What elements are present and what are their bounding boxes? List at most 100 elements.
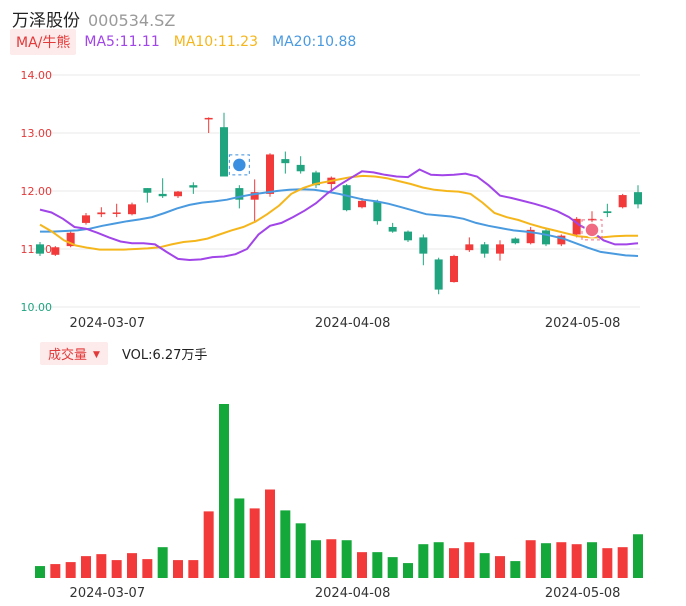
volume-legend: 成交量 ▼ VOL:6.27万手 (40, 342, 207, 365)
ma20-line (40, 188, 639, 257)
volume-bar (357, 552, 367, 578)
stock-title: 万泽股份 000534.SZ (12, 6, 175, 31)
ma5-line (39, 168, 639, 262)
candle-body (112, 212, 121, 214)
candle-body (572, 218, 581, 235)
volume-bar (479, 553, 490, 578)
candle-body (158, 193, 167, 197)
ma-legend: MA/牛熊 MA5:11.11 MA10:11.23 MA20:10.88 (10, 29, 370, 55)
candle-body (419, 237, 428, 254)
candle-body (557, 235, 566, 245)
x-tick-label: 2024-03-07 (70, 316, 146, 331)
candle-body (358, 200, 366, 208)
volume-bar (556, 542, 567, 578)
volume-bar (65, 562, 76, 578)
candle-body (511, 238, 520, 244)
volume-bar (35, 566, 45, 578)
ma10-value: MA10:11.23 (173, 34, 259, 50)
volume-bar (433, 542, 444, 578)
volume-bar (617, 547, 628, 578)
volume-bar (127, 553, 137, 578)
volume-bar (372, 552, 383, 578)
volume-indicator-selector[interactable]: 成交量 ▼ (40, 342, 108, 365)
candle-body (542, 230, 550, 245)
volume-bar (311, 540, 321, 578)
volume-bar (387, 557, 398, 578)
candle-body (312, 172, 320, 186)
candle-body (128, 204, 136, 215)
stock-code: 000534.SZ (88, 11, 176, 30)
volume-bar (633, 534, 643, 578)
volume-x-tick-label: 2024-03-07 (70, 586, 146, 601)
candle-body (634, 192, 642, 205)
candle-body (174, 191, 182, 197)
candle-body (434, 259, 443, 290)
candle-body (250, 192, 259, 200)
volume-bar (280, 510, 291, 578)
blue-event-icon-frame (228, 154, 250, 176)
candle-body (266, 154, 274, 194)
volume-bar (111, 560, 122, 578)
pink-event-icon-frame (581, 219, 603, 241)
candle-body (281, 159, 290, 164)
volume-bar (96, 554, 107, 578)
candle-body (480, 244, 489, 254)
volume-bar (249, 508, 260, 578)
candle-body (588, 218, 596, 221)
volume-x-tick-label: 2024-04-08 (315, 586, 391, 601)
volume-bar (464, 542, 475, 578)
volume-bar (495, 556, 505, 578)
volume-bar (602, 548, 613, 578)
volume-bar (203, 511, 214, 578)
pink-event-icon (584, 222, 600, 238)
candle-body (342, 185, 351, 211)
volume-bar (295, 523, 306, 578)
volume-bar (326, 539, 337, 578)
volume-bar (403, 563, 413, 578)
ma-indicator-selector[interactable]: MA/牛熊 (10, 29, 77, 55)
ma5-value: MA5:11.11 (84, 34, 160, 50)
candle-body (36, 244, 44, 254)
y-tick-label: 10.00 (21, 301, 53, 314)
volume-bar (587, 542, 597, 578)
candle-body (388, 226, 397, 232)
volume-bar (142, 559, 153, 578)
volume-bar (525, 540, 536, 578)
volume-bar (219, 404, 229, 578)
candle-body (526, 229, 535, 244)
candle-body (296, 164, 305, 172)
volume-bar (510, 561, 521, 578)
candle-body (373, 201, 382, 222)
volume-bar (234, 498, 245, 578)
candle-body (51, 247, 60, 255)
candle-body (143, 188, 152, 193)
x-tick-label: 2024-04-08 (315, 316, 391, 331)
volume-label: 成交量 (48, 348, 88, 363)
candle-body (220, 127, 228, 177)
volume-bar (81, 556, 91, 578)
candle-body (189, 185, 198, 188)
volume-bar (188, 560, 199, 578)
candle-body (97, 212, 106, 215)
candle-body (618, 195, 627, 208)
y-tick-label: 14.00 (21, 69, 53, 82)
volume-value: VOL:6.27万手 (121, 348, 208, 363)
candle-body (603, 211, 612, 214)
volume-bar (265, 489, 275, 578)
volume-x-tick-label: 2024-05-08 (545, 586, 621, 601)
volume-bar (173, 560, 183, 578)
ma10-line (39, 174, 638, 251)
candle-body (404, 231, 412, 241)
y-tick-label: 12.00 (21, 185, 53, 198)
x-tick-label: 2024-05-08 (545, 316, 621, 331)
candle-body (204, 117, 213, 120)
volume-bar (449, 548, 459, 578)
candle-body (235, 188, 244, 200)
candle-body (82, 215, 90, 223)
y-tick-label: 13.00 (21, 127, 53, 140)
ma20-value: MA20:10.88 (272, 34, 357, 50)
volume-bar (541, 543, 551, 578)
candle-body (496, 244, 504, 254)
volume-bar (571, 544, 582, 578)
